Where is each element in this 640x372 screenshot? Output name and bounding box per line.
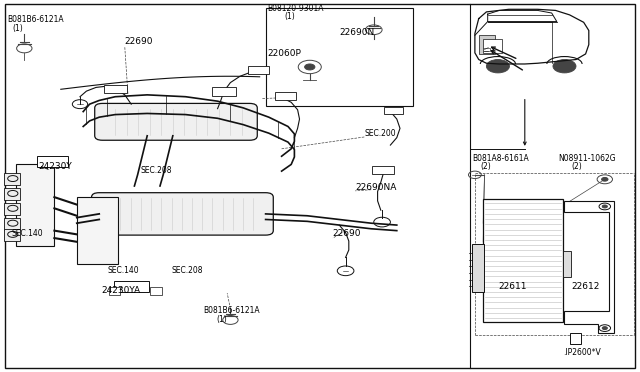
Bar bbox=[4, 188, 20, 200]
Text: 24230Y: 24230Y bbox=[38, 162, 72, 171]
Bar bbox=[483, 48, 490, 51]
Text: (2): (2) bbox=[480, 162, 491, 171]
Text: (2): (2) bbox=[571, 162, 582, 171]
Bar bbox=[104, 85, 127, 93]
Bar bbox=[16, 164, 54, 246]
Bar bbox=[150, 287, 162, 295]
FancyBboxPatch shape bbox=[92, 193, 273, 235]
Bar bbox=[479, 35, 495, 54]
Text: 22690: 22690 bbox=[333, 229, 362, 238]
Text: SEC.140: SEC.140 bbox=[12, 229, 43, 238]
Text: B08120-9301A: B08120-9301A bbox=[268, 4, 324, 13]
Text: SEC.208: SEC.208 bbox=[141, 166, 172, 175]
Circle shape bbox=[305, 64, 315, 70]
Text: 22612: 22612 bbox=[571, 282, 599, 291]
Circle shape bbox=[602, 327, 607, 330]
Bar bbox=[77, 197, 118, 264]
Bar bbox=[248, 66, 269, 74]
Bar bbox=[4, 229, 20, 241]
Text: B081B6-6121A: B081B6-6121A bbox=[8, 15, 64, 24]
Text: .IP2600*V: .IP2600*V bbox=[563, 348, 601, 357]
Text: (1): (1) bbox=[285, 12, 296, 21]
Polygon shape bbox=[564, 201, 614, 333]
Text: (1): (1) bbox=[13, 24, 24, 33]
Text: 22611: 22611 bbox=[498, 282, 527, 291]
Circle shape bbox=[486, 60, 509, 73]
Polygon shape bbox=[570, 333, 581, 344]
Bar bbox=[266, 8, 413, 106]
Text: N08911-1062G: N08911-1062G bbox=[558, 154, 616, 163]
FancyBboxPatch shape bbox=[95, 103, 257, 140]
Bar bbox=[563, 251, 571, 277]
Text: SEC.140: SEC.140 bbox=[108, 266, 139, 275]
Circle shape bbox=[553, 60, 576, 73]
Bar bbox=[483, 199, 563, 322]
Text: SEC.208: SEC.208 bbox=[172, 266, 203, 275]
Bar bbox=[114, 281, 149, 292]
Bar bbox=[372, 166, 394, 174]
Text: B081B6-6121A: B081B6-6121A bbox=[204, 307, 260, 315]
Bar bbox=[275, 92, 296, 100]
Bar bbox=[37, 156, 68, 167]
Text: 22690NA: 22690NA bbox=[355, 183, 397, 192]
Text: SEC.200: SEC.200 bbox=[365, 129, 396, 138]
Text: B081A8-6161A: B081A8-6161A bbox=[472, 154, 529, 163]
Text: 24230YA: 24230YA bbox=[101, 286, 140, 295]
Bar bbox=[472, 244, 484, 292]
Bar bbox=[483, 39, 502, 53]
Text: (1): (1) bbox=[216, 315, 227, 324]
Text: 22690N: 22690N bbox=[339, 28, 374, 37]
Circle shape bbox=[602, 205, 607, 208]
Text: 22690: 22690 bbox=[125, 38, 154, 46]
Bar bbox=[4, 173, 20, 185]
Bar bbox=[4, 218, 20, 230]
Bar bbox=[212, 87, 236, 96]
Bar bbox=[4, 203, 20, 215]
Bar bbox=[109, 287, 120, 295]
Bar bbox=[384, 107, 403, 114]
Circle shape bbox=[602, 177, 608, 181]
Text: 22060P: 22060P bbox=[268, 49, 301, 58]
